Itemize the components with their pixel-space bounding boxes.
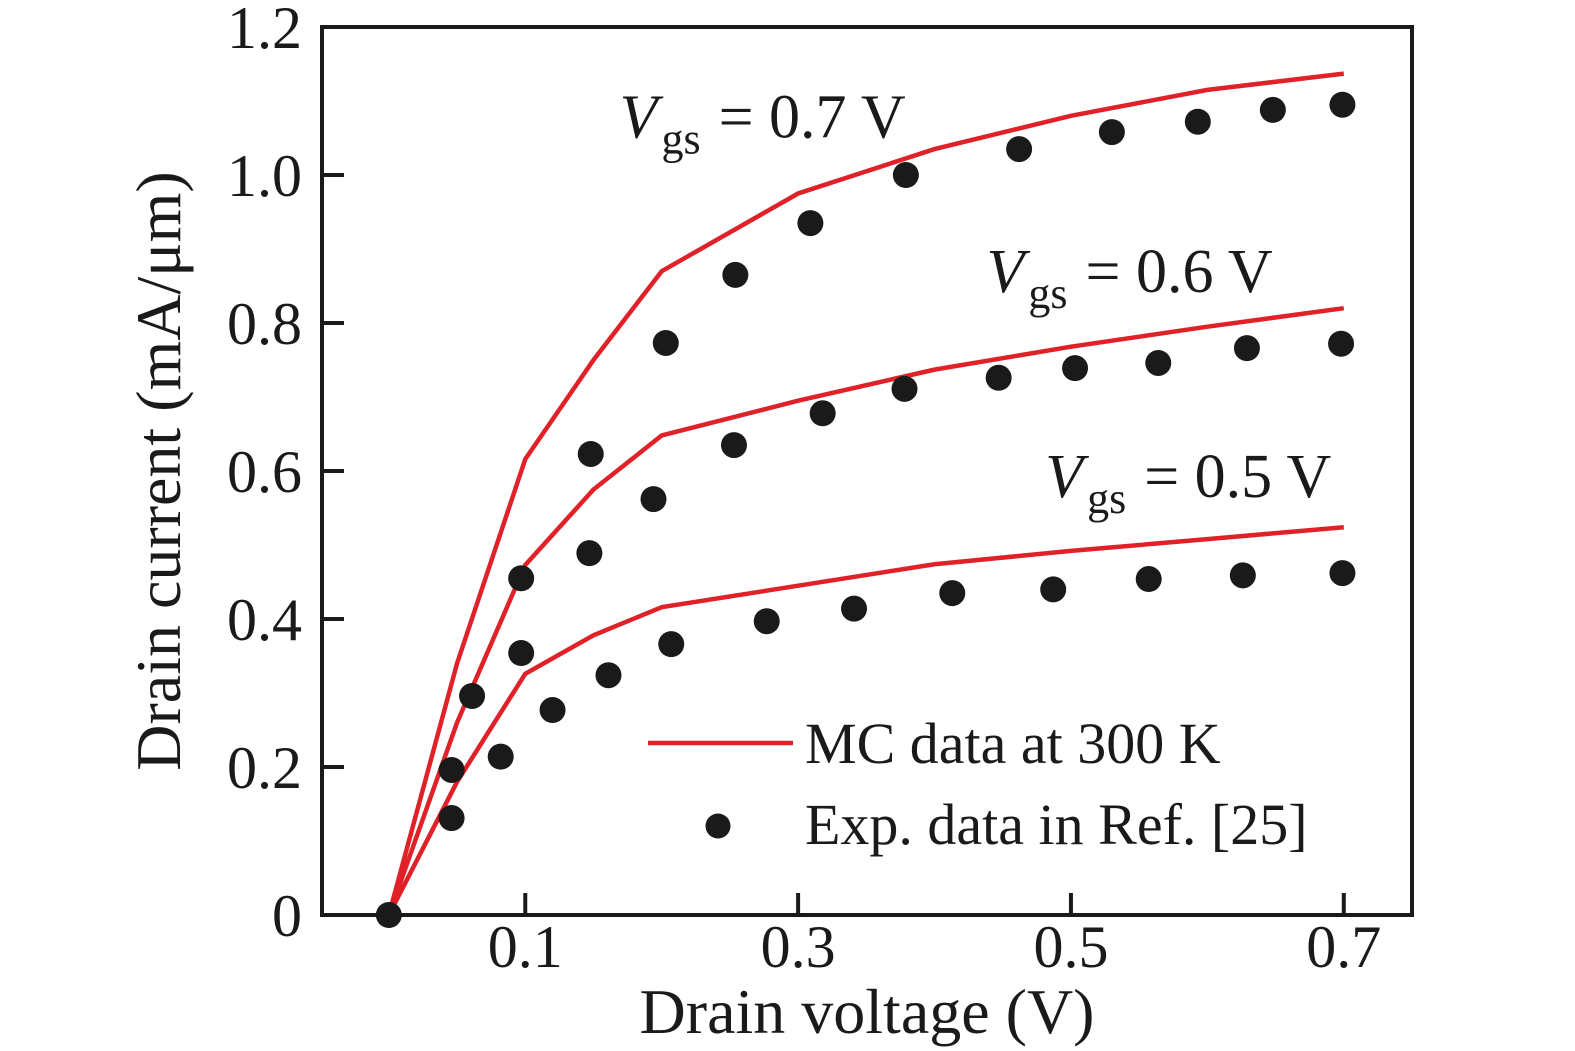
x-axis-title: Drain voltage (V): [640, 976, 1095, 1047]
y-tick-label: 0.4: [227, 587, 302, 653]
exp-dot-0.7: [1259, 96, 1286, 123]
exp-dot-0.7: [797, 210, 824, 237]
exp-dot-0.5: [1135, 566, 1162, 593]
exp-dot-0.7: [508, 565, 535, 592]
exp-dot-0.7: [459, 682, 486, 709]
vgs-07-label: Vgs = 0.7 V: [620, 83, 906, 163]
y-axis-title: Drain current (mA/μm): [123, 171, 194, 770]
exp-dot-0.5: [753, 608, 780, 635]
exp-dot-0.5: [939, 580, 966, 607]
exp-dot-0.5: [1040, 576, 1067, 603]
y-tick-label: 1.2: [227, 0, 302, 61]
exp-dot-0.7: [722, 261, 749, 288]
exp-dot-0.7: [1329, 91, 1356, 118]
exp-dot-0.5: [595, 662, 622, 689]
exp-dot-0.6: [1328, 330, 1355, 357]
legend-mc-label: MC data at 300 K: [805, 711, 1221, 776]
exp-dot-0.5: [1229, 562, 1256, 589]
x-tick-label: 0.3: [761, 914, 836, 980]
exp-dot-0.6: [576, 540, 603, 567]
exp-dot-0.5: [539, 697, 566, 724]
y-tick-label: 0.2: [227, 735, 302, 801]
exp-dot-0.6: [720, 432, 747, 459]
vgs-05-label: Vgs = 0.5 V: [1045, 443, 1331, 523]
exp-dot-0.7: [577, 440, 604, 467]
x-tick-label: 0.7: [1306, 914, 1381, 980]
vgs-06-label: Vgs = 0.6 V: [987, 238, 1273, 318]
exp-dot-0.6: [891, 375, 918, 402]
exp-dot-0.7: [892, 162, 919, 188]
vgs-annotations: Vgs = 0.7 V Vgs = 0.6 V Vgs = 0.5 V: [620, 83, 1332, 523]
exp-dot-0.5: [1329, 560, 1356, 587]
exp-dot-0.6: [640, 486, 667, 513]
mc-line-0.6: [386, 305, 1345, 916]
y-tick-label: 0: [272, 883, 302, 949]
x-tick-label: 0.1: [488, 914, 563, 980]
exp-dot-0.6: [1062, 355, 1089, 382]
exp-dot-0.5: [841, 595, 868, 622]
exp-dot-0.7: [375, 902, 402, 928]
mc-line-0.5: [386, 524, 1344, 917]
exp-data-dots: [375, 91, 1356, 928]
legend: MC data at 300 K Exp. data in Ref. [25]: [648, 711, 1308, 857]
mc-data-lines: [386, 71, 1345, 917]
exp-dot-0.6: [1233, 335, 1260, 362]
exp-dot-0.6: [438, 756, 465, 783]
axis-ticks: [322, 25, 1346, 917]
exp-dot-0.5: [487, 743, 514, 770]
exp-dot-0.6: [508, 640, 535, 667]
legend-exp-label: Exp. data in Ref. [25]: [805, 792, 1308, 857]
y-tick-label: 0.6: [227, 439, 302, 505]
exp-dot-0.7: [652, 329, 679, 356]
exp-dot-0.7: [1098, 119, 1125, 146]
exp-dot-0.7: [1006, 136, 1033, 163]
legend-dot-swatch: [705, 813, 731, 839]
x-tick-label: 0.5: [1033, 914, 1108, 980]
exp-dot-0.6: [1145, 349, 1172, 376]
exp-dot-0.6: [809, 400, 836, 427]
exp-dot-0.5: [658, 631, 685, 658]
exp-dot-0.7: [1184, 108, 1211, 135]
mc-line-0.7: [386, 71, 1345, 916]
axis-tick-labels: 0.1 0.3 0.5 0.7 0 0.2 0.4 0.6 0.8 1.0 1.2: [227, 0, 1381, 980]
y-tick-label: 1.0: [227, 143, 302, 209]
exp-dot-0.6: [985, 364, 1012, 391]
y-tick-label: 0.8: [227, 291, 302, 357]
exp-dot-0.5: [438, 805, 465, 832]
